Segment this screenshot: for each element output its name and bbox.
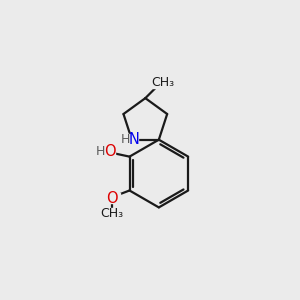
- Text: O: O: [104, 144, 115, 159]
- Text: CH₃: CH₃: [151, 76, 174, 89]
- Text: CH₃: CH₃: [100, 207, 124, 220]
- Text: H: H: [95, 145, 105, 158]
- Bar: [104, 193, 120, 203]
- Text: O: O: [106, 191, 118, 206]
- Bar: [152, 79, 168, 88]
- Text: H: H: [120, 133, 130, 146]
- Bar: [126, 134, 138, 145]
- Bar: [104, 208, 120, 218]
- Text: N: N: [128, 132, 139, 147]
- Bar: [98, 147, 116, 158]
